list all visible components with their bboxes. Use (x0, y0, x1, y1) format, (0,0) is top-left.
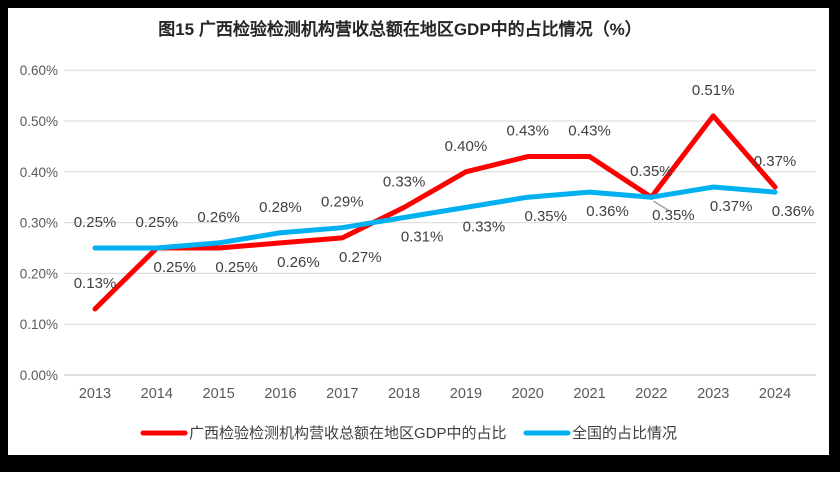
x-axis-labels: 2013 2014 2015 2016 2017 2018 2019 2020 2021 2022… (79, 386, 791, 402)
x-tick-label: 2019 (450, 386, 482, 402)
data-point-label: 0.27% (339, 249, 382, 266)
x-tick-label: 2016 (264, 386, 296, 402)
y-axis-labels: 0.00% 0.10% 0.20% 0.30% 0.40% 0.50% 0.60% (20, 63, 58, 383)
data-point-label: 0.33% (463, 218, 506, 235)
legend: 广西检验检测机构营收总额在地区GDP中的占比 全国的占比情况 (140, 424, 677, 442)
data-point-label: 0.43% (506, 123, 549, 140)
y-tick-label: 0.50% (20, 114, 58, 129)
data-point-label: 0.29% (321, 194, 364, 211)
x-tick-label: 2013 (79, 386, 111, 402)
y-tick-label: 0.60% (20, 63, 58, 78)
label-leader-line (652, 200, 669, 211)
data-point-label: 0.31% (401, 229, 444, 246)
x-tick-label: 2017 (326, 386, 358, 402)
x-tick-label: 2015 (203, 386, 235, 402)
data-point-label: 0.40% (445, 138, 488, 155)
y-tick-label: 0.10% (20, 317, 58, 332)
data-point-label: 0.33% (383, 173, 426, 190)
data-point-label: 0.25% (154, 259, 197, 276)
data-point-label: 0.36% (772, 203, 815, 220)
data-point-label: 0.25% (136, 214, 179, 231)
y-tick-label: 0.30% (20, 216, 58, 231)
y-tick-label: 0.00% (20, 368, 58, 383)
data-point-label: 0.13% (74, 275, 117, 292)
data-point-label: 0.25% (215, 259, 258, 276)
gridlines (64, 69, 816, 376)
data-point-label: 0.25% (74, 214, 117, 231)
y-tick-label: 0.20% (20, 266, 58, 281)
x-tick-label: 2018 (388, 386, 420, 402)
guangxi-series-line (92, 113, 778, 312)
data-point-label: 0.35% (524, 208, 567, 225)
data-point-label: 0.35% (652, 207, 695, 224)
x-tick-label: 2023 (697, 386, 729, 402)
x-tick-label: 2024 (759, 386, 791, 402)
series-lines (92, 113, 778, 312)
national-series-line (92, 184, 778, 251)
data-point-label: 0.26% (197, 209, 240, 226)
chart-title: 图15 广西检验检测机构营收总额在地区GDP中的占比情况（%） (158, 19, 642, 39)
x-tick-label: 2014 (141, 386, 173, 402)
x-tick-label: 2020 (512, 386, 544, 402)
data-point-label: 0.37% (710, 198, 753, 215)
data-point-label: 0.37% (754, 153, 797, 170)
y-tick-label: 0.40% (20, 165, 58, 180)
data-point-label: 0.51% (692, 82, 735, 99)
data-point-label: 0.43% (568, 123, 611, 140)
data-point-label: 0.28% (259, 199, 302, 216)
legend-label-national: 全国的占比情况 (572, 424, 677, 442)
x-tick-label: 2021 (573, 386, 605, 402)
data-point-label: 0.35% (630, 163, 673, 180)
data-labels: 0.13% 0.25% 0.25% 0.26% 0.27% 0.33% 0.40% 0.43%… (74, 82, 815, 292)
x-tick-label: 2022 (635, 386, 667, 402)
legend-label-guangxi: 广西检验检测机构营收总额在地区GDP中的占比 (189, 425, 507, 442)
chart-background (8, 8, 829, 455)
data-point-label: 0.36% (586, 203, 629, 220)
data-point-label: 0.26% (277, 254, 320, 271)
